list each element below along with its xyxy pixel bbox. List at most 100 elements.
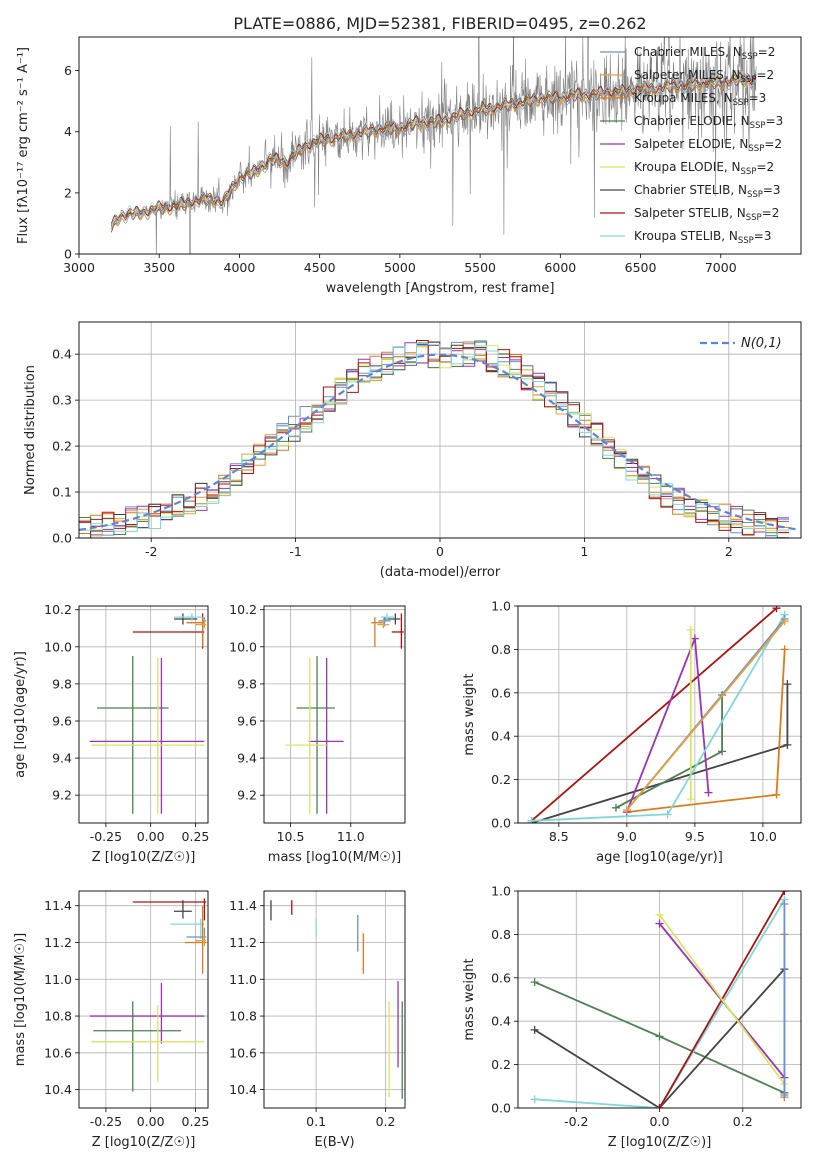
- tick-label-x: 0.00: [137, 829, 165, 844]
- legend-label: Chabrier STELIB, NSSP=3: [634, 183, 781, 200]
- tick-label-x: 9.0: [617, 829, 637, 844]
- tick-label-y: 0.2: [52, 439, 72, 454]
- series-line-chabrier_stelib: [531, 684, 789, 823]
- tick-label-x: 2: [725, 544, 733, 559]
- axis-title-y: Flux [fλ10⁻¹⁷ erg cm⁻² s⁻¹ A⁻¹]: [16, 47, 31, 244]
- legend-label-normal: N(0,1): [741, 336, 782, 351]
- tick-label-y: 0.8: [491, 927, 511, 942]
- chart-spectrum: 3000 3500 4000 4500 5000 5500 6000 6500 7000 0 2 4 6…: [16, 36, 802, 296]
- tick-label-y: 10.0: [44, 639, 72, 654]
- marker-salpeter_miles: [622, 805, 631, 814]
- plot-area: [530, 891, 789, 1108]
- tick-label-x: -0.25: [90, 829, 122, 844]
- tick-label-y: 11.0: [44, 972, 72, 987]
- marker-chabrier_stelib: [530, 1025, 539, 1034]
- tick-label-y: 11.2: [229, 935, 257, 950]
- tick-label-y: 0: [64, 247, 72, 262]
- plot-area: [110, 37, 757, 254]
- axes-frame: [263, 890, 406, 1109]
- plot-area: [527, 606, 792, 823]
- tick-label-x: 0: [436, 544, 444, 559]
- marker-kroupa_stelib: [530, 1095, 539, 1104]
- tick-label-y: 10.2: [44, 602, 72, 617]
- marker-salpeter_stelib: [655, 1104, 664, 1108]
- histogram-salpeter_stelib: [79, 340, 789, 536]
- tick-label-x: 6000: [544, 260, 576, 275]
- tick-label-y: 9.6: [237, 713, 257, 728]
- marker-kroupa_stelib: [663, 810, 672, 819]
- tick-label-y: 0.4: [491, 1014, 511, 1029]
- model-line-chabrier_stelib: [110, 72, 757, 226]
- plot-area: [79, 340, 799, 538]
- tick-label-x: 9.5: [685, 829, 705, 844]
- tick-label-y: 10.0: [229, 639, 257, 654]
- tick-label-y: 1.0: [491, 884, 511, 899]
- axis-title-x: Z [log10(Z/Z☉)]: [92, 850, 196, 865]
- tick-label-x: 4500: [304, 260, 336, 275]
- tick-label-x: 5500: [464, 260, 496, 275]
- tick-label-y: 0.1: [52, 485, 72, 500]
- series-line-salpeter_stelib: [531, 607, 778, 822]
- tick-label-x: -1: [289, 544, 301, 559]
- marker-salpeter_elodie: [704, 788, 713, 797]
- tick-label-y: 2: [64, 185, 72, 200]
- axes-frame: [78, 36, 802, 255]
- tick-label-x: 0.0: [650, 1114, 670, 1129]
- series-line-salpeter_miles: [626, 620, 786, 811]
- tick-label-y: 11.0: [229, 972, 257, 987]
- series-line-kroupa_elodie: [658, 914, 786, 1085]
- tick-label-x: 8.5: [549, 829, 569, 844]
- marker-kroupa_miles: [780, 645, 789, 654]
- series-line-chabrier_elodie: [615, 695, 723, 809]
- series-line-kroupa_miles: [626, 649, 786, 813]
- axes-frame: [517, 605, 802, 824]
- tick-label-y: 11.4: [229, 898, 257, 913]
- chart-residuals: -2 -1 0 1 2 0.0 0.1 0.2 0.3 0.4 (data-model)/error…: [23, 321, 802, 580]
- axis-title-y: mass [log10(M/M☉)]: [13, 933, 28, 1066]
- tick-label-x: 0.25: [182, 829, 210, 844]
- tick-label-x: 1: [580, 544, 588, 559]
- tick-label-y: 0.3: [52, 393, 72, 408]
- axis-title-x: E(B-V): [314, 1135, 354, 1150]
- axes-frame: [263, 605, 406, 824]
- tick-label-y: 9.6: [52, 713, 72, 728]
- marker-kroupa_elodie: [686, 625, 695, 634]
- marker-chabrier_stelib: [783, 740, 792, 749]
- marker-kroupa_stelib: [527, 816, 536, 823]
- legend-label: Salpeter ELODIE, NSSP=2: [634, 137, 782, 154]
- tick-label-x: 0.00: [137, 1114, 165, 1129]
- legend-label: Kroupa STELIB, NSSP=3: [634, 229, 772, 246]
- tick-label-y: 9.2: [52, 788, 72, 803]
- model-line-salpeter_elodie: [110, 73, 757, 233]
- series-line-kroupa_stelib: [531, 614, 786, 822]
- axis-title-x: wavelength [Angstrom, rest frame]: [326, 281, 555, 296]
- chart-weight_vs_Z: -0.2 0.0 0.2 0.0 0.2 0.4 0.6 0.8 1.0 Z [log10(Z/Z…: [462, 884, 802, 1150]
- axis-title-x: age [log10(age/yr)]: [596, 850, 723, 865]
- marker-kroupa_elodie: [655, 910, 664, 919]
- tick-label-y: 0.4: [52, 347, 72, 362]
- tick-label-x: 10.0: [749, 829, 777, 844]
- tick-label-y: 0.6: [491, 685, 511, 700]
- marker-chabrier_elodie: [611, 803, 620, 812]
- tick-label-y: 10.4: [229, 1082, 257, 1097]
- tick-label-y: 4: [64, 124, 72, 139]
- tick-label-x: -0.25: [90, 1114, 122, 1129]
- axes-frame: [517, 890, 802, 1109]
- tick-label-y: 1.0: [491, 599, 511, 614]
- tick-label-x: -2: [145, 544, 157, 559]
- tick-label-y: 10.6: [229, 1045, 257, 1060]
- tick-label-y: 11.4: [44, 898, 72, 913]
- tick-label-x: 10.5: [277, 829, 305, 844]
- tick-label-y: 0.8: [491, 642, 511, 657]
- series-line-chabrier_stelib: [534, 968, 786, 1108]
- chart-mass_vs_EBV: 0.1 0.2 10.4 10.6 10.8 11.0 11.2 11.4 E(B-V): [229, 890, 406, 1150]
- axis-title-x: Z [log10(Z/Z☉)]: [608, 1135, 712, 1150]
- axes-frame: [78, 321, 802, 539]
- histogram-chabrier_elodie: [79, 340, 789, 535]
- tick-label-x: 0.2: [376, 1114, 396, 1129]
- model-line-kroupa_stelib: [110, 71, 757, 225]
- tick-label-y: 11.2: [44, 935, 72, 950]
- normal-curve: [79, 353, 799, 531]
- marker-chabrier_miles: [780, 1090, 789, 1099]
